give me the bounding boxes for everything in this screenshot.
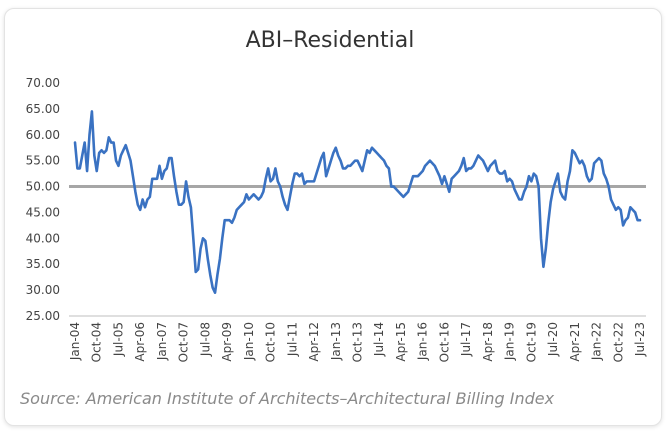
x-tick-label: Apr-12: [307, 322, 321, 362]
x-tick-label: Oct-10: [264, 322, 278, 362]
x-tick-label: Apr-21: [568, 322, 582, 362]
x-tick-label: Jul-23: [633, 322, 647, 357]
x-tick-label: Oct-16: [437, 322, 451, 362]
y-tick-label: 65.00: [26, 102, 60, 116]
x-tick-label: Jan-22: [590, 322, 604, 361]
y-tick-label: 50.00: [26, 180, 60, 194]
x-tick-label: Jan-16: [416, 322, 430, 361]
x-tick-label: Jan-04: [68, 322, 82, 361]
x-tick-label: Jul-05: [111, 322, 125, 357]
x-tick-label: Jan-10: [242, 322, 256, 361]
y-tick-label: 70.00: [26, 76, 60, 90]
x-tick-label: Jan-19: [503, 322, 517, 361]
x-tick-label: Jul-17: [459, 322, 473, 357]
x-tick-label: Oct-19: [524, 322, 538, 362]
x-tick-label: Jul-20: [546, 322, 560, 357]
x-tick-label: Jan-13: [329, 322, 343, 361]
x-tick-label: Apr-15: [394, 322, 408, 362]
x-tick-label: Oct-13: [351, 322, 365, 362]
y-tick-label: 60.00: [26, 128, 60, 142]
y-tick-label: 35.00: [26, 257, 60, 271]
source-note: Source: American Institute of Architects…: [20, 389, 555, 408]
x-tick-label: Apr-06: [133, 322, 147, 362]
chart-title: ABI–Residential: [246, 28, 415, 53]
y-tick-label: 30.00: [26, 283, 60, 297]
x-tick-label: Jan-07: [155, 322, 169, 361]
y-tick-label: 55.00: [26, 154, 60, 168]
y-tick-label: 40.00: [26, 231, 60, 245]
data-line: [73, 110, 642, 294]
x-tick-label: Jul-08: [198, 322, 212, 357]
x-tick-label: Jul-11: [285, 322, 299, 357]
x-tick-label: Oct-04: [90, 322, 104, 362]
card: [4, 8, 662, 426]
x-tick-label: Apr-09: [220, 322, 234, 362]
x-tick-label: Jul-14: [372, 322, 386, 357]
x-tick-label: Apr-18: [481, 322, 495, 362]
x-tick-label: Oct-22: [611, 322, 625, 362]
x-tick-label: Oct-07: [177, 322, 191, 362]
y-tick-label: 25.00: [26, 309, 60, 323]
y-tick-label: 45.00: [26, 205, 60, 219]
